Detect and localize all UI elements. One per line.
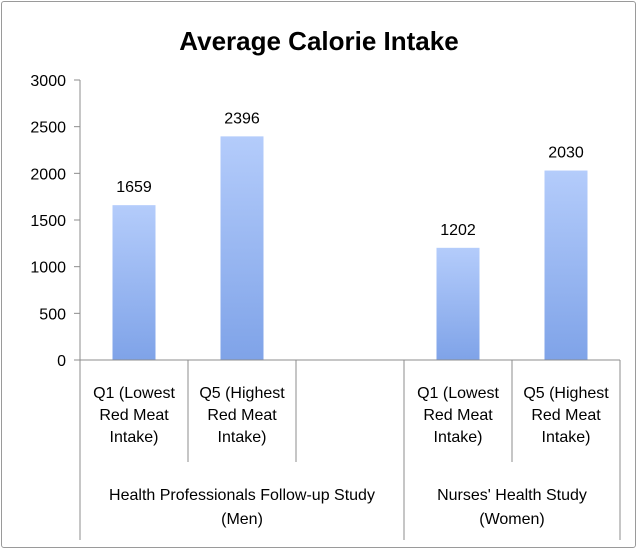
data-label: 2396: [224, 110, 260, 127]
group-label: (Women): [479, 511, 545, 528]
category-label: Q1 (Lowest: [93, 385, 175, 402]
bar: [436, 247, 480, 360]
data-label: 1202: [440, 222, 476, 239]
group-label: (Men): [221, 511, 263, 528]
category-label: Red Meat: [423, 407, 493, 424]
category-label: Q5 (Highest: [199, 385, 285, 402]
group-label: Health Professionals Follow-up Study: [109, 487, 375, 504]
bars: 1659 2396 1202 2030: [112, 110, 588, 360]
category-label: Q5 (Highest: [523, 385, 609, 402]
category-label: Intake): [542, 429, 591, 446]
y-tick-label: 1000: [30, 260, 66, 277]
data-label: 1659: [116, 179, 152, 196]
y-tick-label: 2500: [30, 120, 66, 137]
category-label: Red Meat: [207, 407, 277, 424]
x-axis: Q1 (Lowest Red Meat Intake) Q5 (Highest Red …: [79, 359, 621, 540]
y-tick-label: 500: [39, 306, 66, 323]
data-label: 2030: [548, 145, 584, 162]
y-tick-label: 1500: [30, 213, 66, 230]
bar: [544, 170, 588, 360]
category-label: Q1 (Lowest: [417, 385, 499, 402]
category-label: Red Meat: [99, 407, 169, 424]
bar: [112, 205, 156, 360]
category-label: Intake): [218, 429, 267, 446]
category-label: Intake): [434, 429, 483, 446]
y-tick-label: 3000: [30, 73, 66, 90]
bar: [220, 136, 264, 360]
category-label: Intake): [110, 429, 159, 446]
category-label: Red Meat: [531, 407, 601, 424]
y-axis: 0 500 1000 1500 2000 2500 3000: [30, 73, 81, 370]
y-tick-label: 2000: [30, 166, 66, 183]
chart-title: Average Calorie Intake: [179, 26, 458, 56]
y-tick-label: 0: [57, 353, 66, 370]
group-label: Nurses' Health Study: [437, 487, 587, 504]
